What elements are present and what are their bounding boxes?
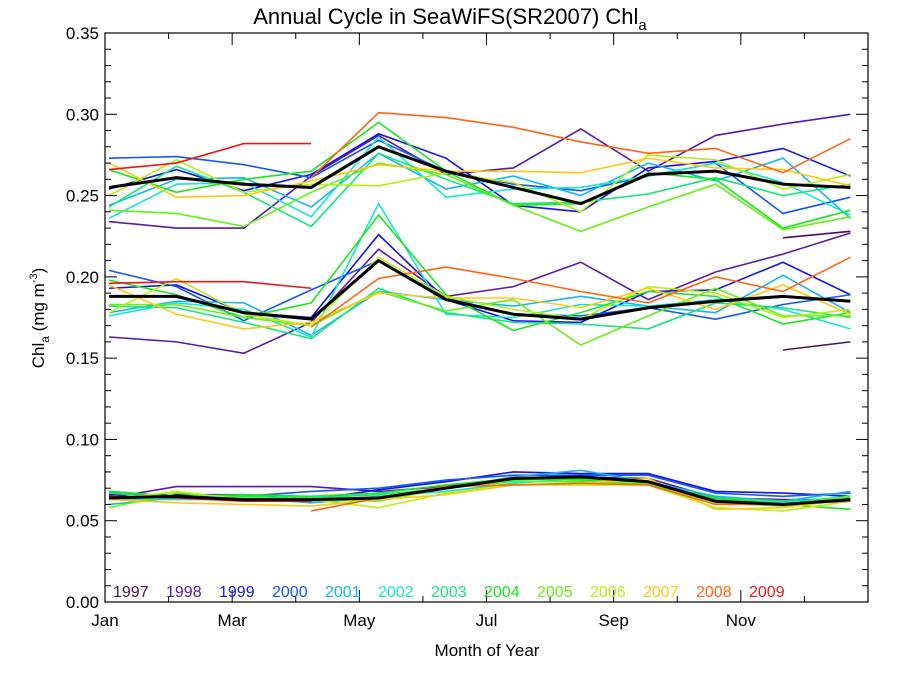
legend-item-2004: 2004	[484, 584, 520, 601]
y-tick-label: 0.10	[66, 430, 99, 449]
series-line-mean-lower	[108, 475, 851, 506]
y-tick-label: 0.00	[66, 593, 99, 612]
legend-item-1997: 1997	[113, 584, 149, 601]
legend-item-2006: 2006	[590, 584, 626, 601]
legend-item-2009: 2009	[749, 584, 785, 601]
series-line-2008-upper	[310, 111, 851, 179]
x-tick-label: Sep	[599, 611, 629, 630]
series-line-2009-upper	[108, 142, 312, 171]
x-tick-label: Mar	[218, 611, 248, 630]
series-line-2007-upper	[108, 157, 851, 199]
legend-item-2003: 2003	[431, 584, 467, 601]
x-tick-label: Jul	[476, 611, 498, 630]
series-line-2009-middle	[108, 280, 312, 290]
series-line-2001-upper	[108, 152, 851, 219]
series-line-2005-upper	[108, 162, 851, 233]
legend: 1997 1998 1999 2000 2001 2002 2003 2004 2005 2006…	[113, 584, 785, 601]
legend-item-2007: 2007	[643, 584, 679, 601]
y-axis-label: Chla (mg m-3)	[28, 268, 52, 369]
series-line-1997-upper	[782, 230, 851, 239]
series-line-1997-middle	[782, 341, 851, 351]
series-line-2006-middle	[108, 256, 851, 327]
y-tick-label: 0.30	[66, 105, 99, 124]
y-tick-label: 0.25	[66, 187, 99, 206]
legend-item-2008: 2008	[696, 584, 732, 601]
legend-item-2000: 2000	[272, 584, 308, 601]
y-tick-label: 0.35	[66, 24, 99, 43]
chart-title: Annual Cycle in SeaWiFS(SR2007) Chla	[253, 4, 647, 34]
series-line-2007-lower	[108, 477, 851, 511]
series-line-2005-middle	[109, 287, 851, 347]
series-line-mean-middle	[109, 258, 851, 321]
y-tick-label: 0.05	[66, 512, 99, 531]
axes: 0.00 0.05 0.10 0.15 0.20 0.25 0.30 0.35 Jan Mar Ma…	[66, 24, 869, 630]
legend-item-2005: 2005	[537, 584, 573, 601]
series-line-2004-lower	[108, 477, 851, 511]
legend-item-2002: 2002	[378, 584, 414, 601]
series-line-2006-upper	[108, 154, 851, 213]
plot-lines	[108, 111, 851, 512]
legend-item-2001: 2001	[325, 584, 361, 601]
series-line-2004-upper	[108, 121, 851, 229]
legend-item-1998: 1998	[166, 584, 202, 601]
legend-item-1999: 1999	[219, 584, 255, 601]
series-line-mean-upper	[108, 145, 851, 206]
x-tick-label: Nov	[726, 611, 757, 630]
series-line-2005-lower	[108, 480, 851, 509]
y-tick-label: 0.20	[66, 268, 99, 287]
series-line-2003-middle	[108, 287, 851, 340]
y-tick-label: 0.15	[66, 349, 99, 368]
x-tick-label: Jan	[91, 611, 118, 630]
series-line-2003-upper	[108, 152, 851, 228]
series-line-1998-middle	[108, 232, 851, 355]
x-axis-label: Month of Year	[435, 641, 540, 660]
x-tick-label: May	[343, 611, 376, 630]
series-line-2007-middle	[108, 284, 851, 330]
